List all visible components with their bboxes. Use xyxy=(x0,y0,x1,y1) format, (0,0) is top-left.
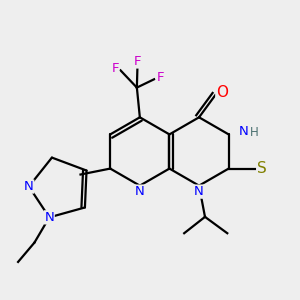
Text: N: N xyxy=(194,185,204,198)
Text: S: S xyxy=(257,161,267,176)
Text: F: F xyxy=(156,71,164,84)
Text: F: F xyxy=(111,62,119,75)
Text: H: H xyxy=(250,126,258,140)
Text: F: F xyxy=(134,55,141,68)
Text: N: N xyxy=(24,180,34,193)
Text: N: N xyxy=(135,185,145,198)
Text: N: N xyxy=(238,125,248,138)
Text: N: N xyxy=(44,211,54,224)
Text: O: O xyxy=(216,85,228,100)
